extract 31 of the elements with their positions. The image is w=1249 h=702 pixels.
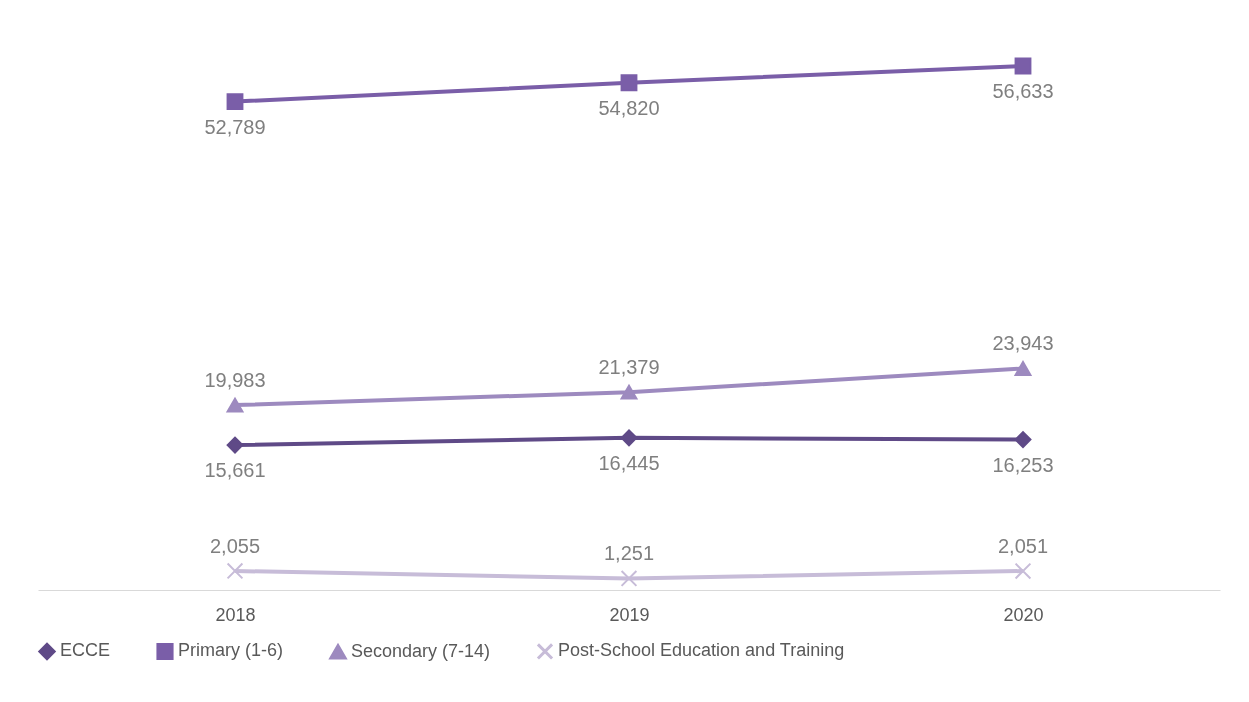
legend-label: Primary (1-6) xyxy=(178,640,284,661)
point xyxy=(226,562,244,580)
point xyxy=(226,397,244,413)
point xyxy=(1014,562,1032,580)
x-tick-label: 2018 xyxy=(215,604,256,625)
data-label: 16,253 xyxy=(992,453,1054,476)
point xyxy=(620,429,638,447)
point xyxy=(620,570,638,587)
x-tick-label: 2019 xyxy=(609,604,650,625)
point xyxy=(1014,361,1032,376)
data-label: 1,251 xyxy=(603,542,655,565)
point xyxy=(620,384,638,400)
data-label: 16,445 xyxy=(598,451,660,474)
point xyxy=(620,74,638,92)
legend-label: ECCE xyxy=(60,640,111,661)
data-label: 19,983 xyxy=(204,369,266,392)
data-label: 15,661 xyxy=(204,459,266,482)
point xyxy=(226,93,244,110)
data-label: 23,943 xyxy=(992,332,1054,355)
data-label: 2,051 xyxy=(997,535,1049,558)
legend-label: Post-School Education and Training xyxy=(558,640,845,661)
data-label: 52,789 xyxy=(204,115,266,138)
data-label: 2,055 xyxy=(209,534,261,557)
data-label: 54,820 xyxy=(598,96,660,119)
legend-label: Secondary (7-14) xyxy=(351,640,491,661)
point xyxy=(1014,57,1032,75)
data-label: 56,633 xyxy=(992,80,1054,102)
point xyxy=(1014,431,1032,449)
x-tick-label: 2020 xyxy=(1003,604,1044,625)
point xyxy=(226,436,244,454)
data-label: 21,379 xyxy=(598,356,660,379)
